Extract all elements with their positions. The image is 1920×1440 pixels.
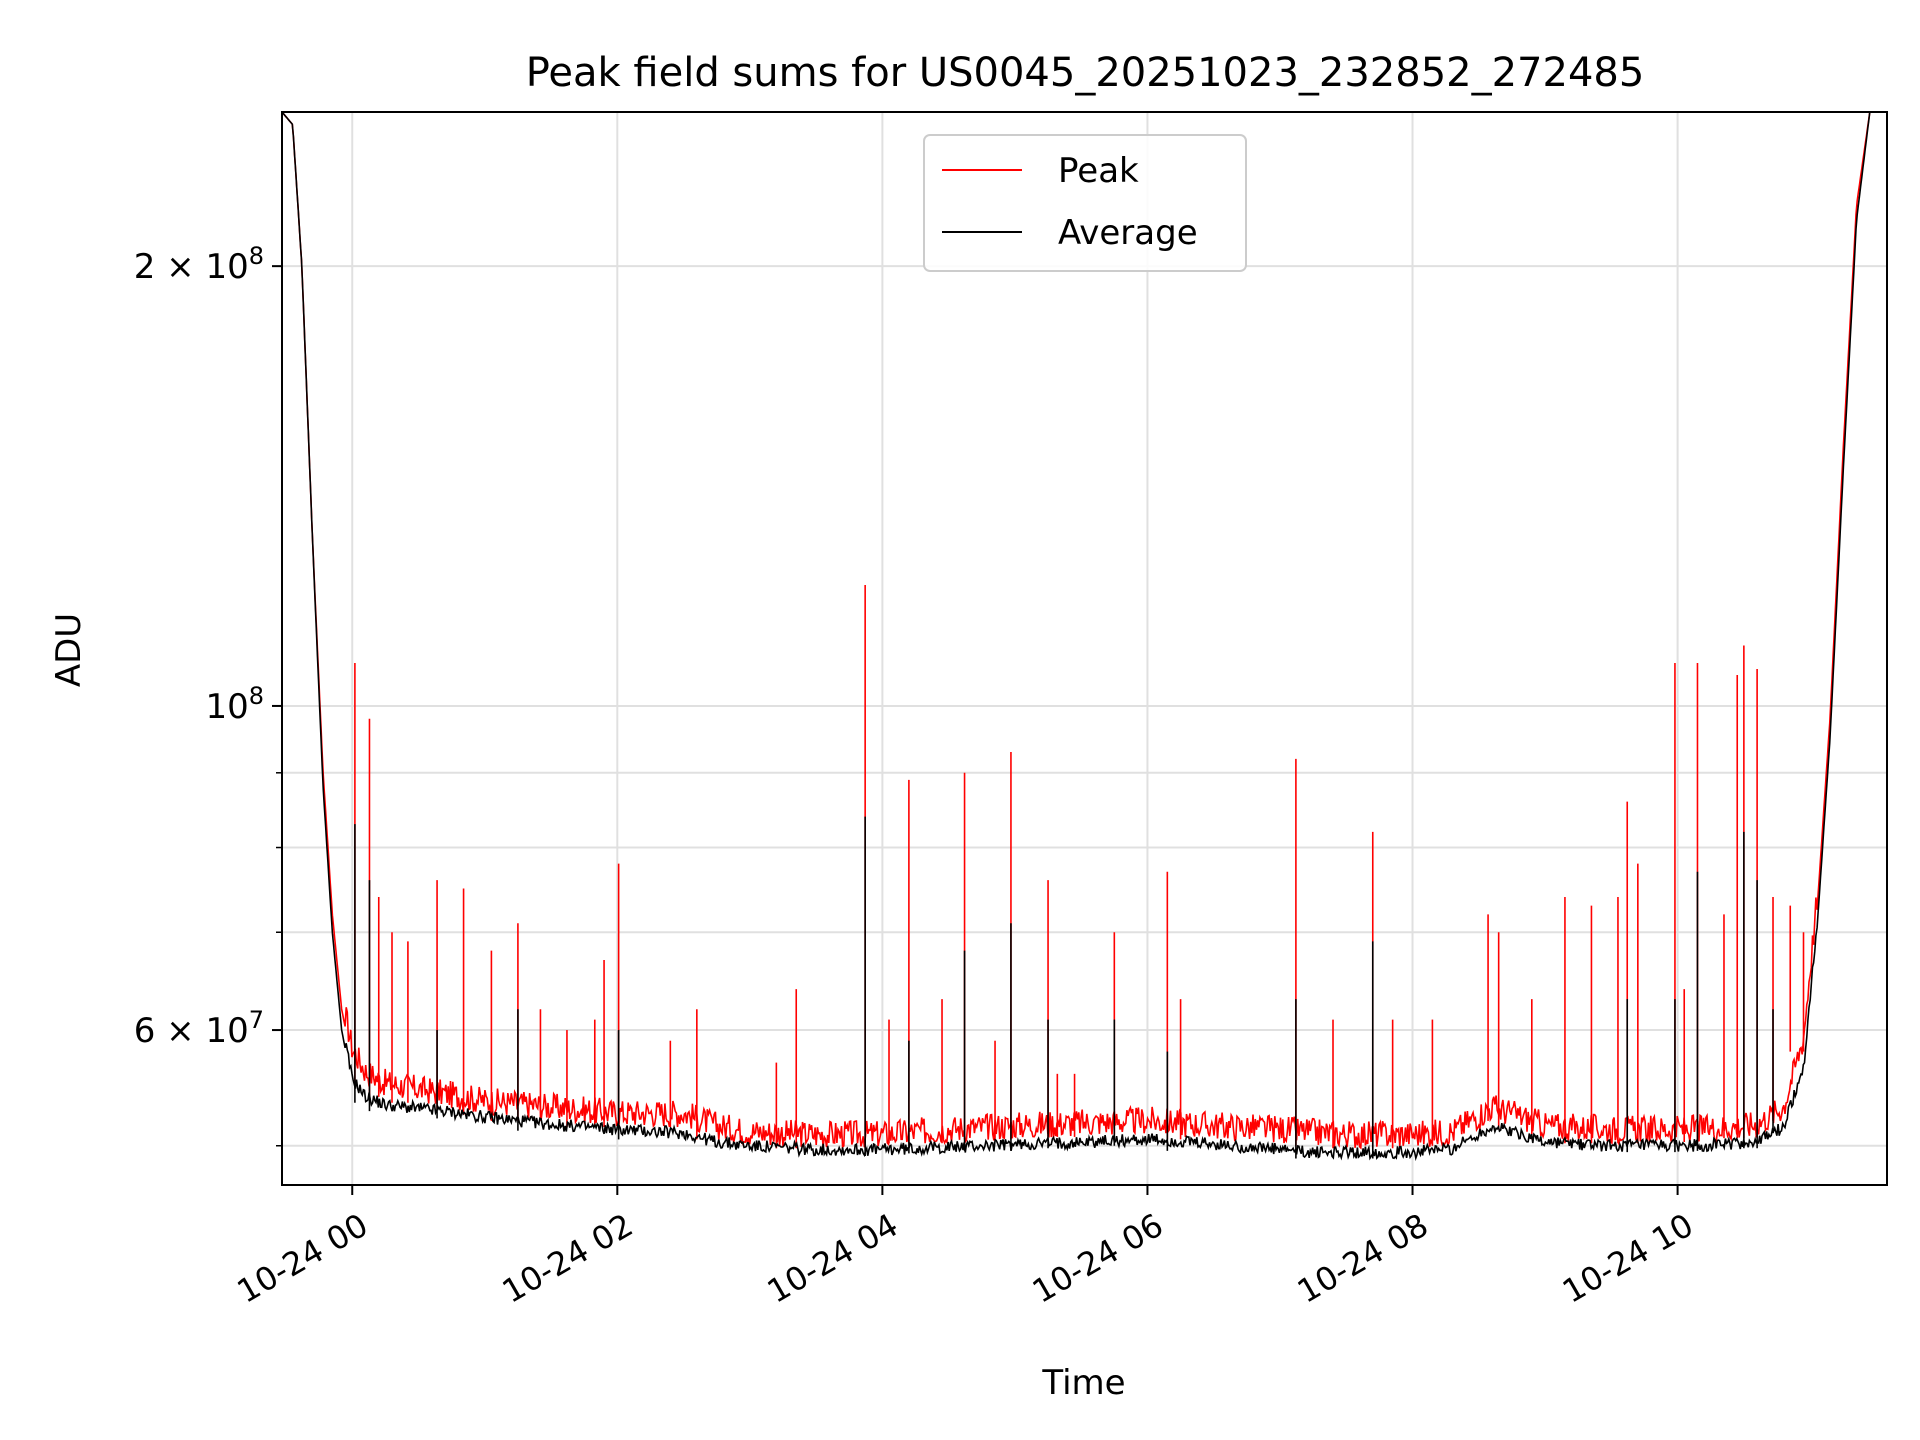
- legend-label-peak: Peak: [1058, 151, 1139, 191]
- legend: Peak Average: [923, 134, 1247, 272]
- x-axis-label: Time: [1041, 1363, 1125, 1403]
- plot-frame: [281, 111, 1888, 1186]
- legend-label-average: Average: [1058, 213, 1198, 253]
- y-tick-label: 6 × 107: [134, 1006, 264, 1051]
- average-series: [282, 112, 1887, 1162]
- average-line: [282, 112, 1887, 1162]
- y-axis-label: ADU: [49, 613, 89, 687]
- series-layer: [282, 112, 1887, 1162]
- y-tick-label: 108: [205, 682, 264, 727]
- peak-line: [282, 112, 1887, 1150]
- y-tick-label: 2 × 108: [134, 242, 264, 287]
- chart-title: Peak field sums for US0045_20251023_2328…: [526, 50, 1645, 96]
